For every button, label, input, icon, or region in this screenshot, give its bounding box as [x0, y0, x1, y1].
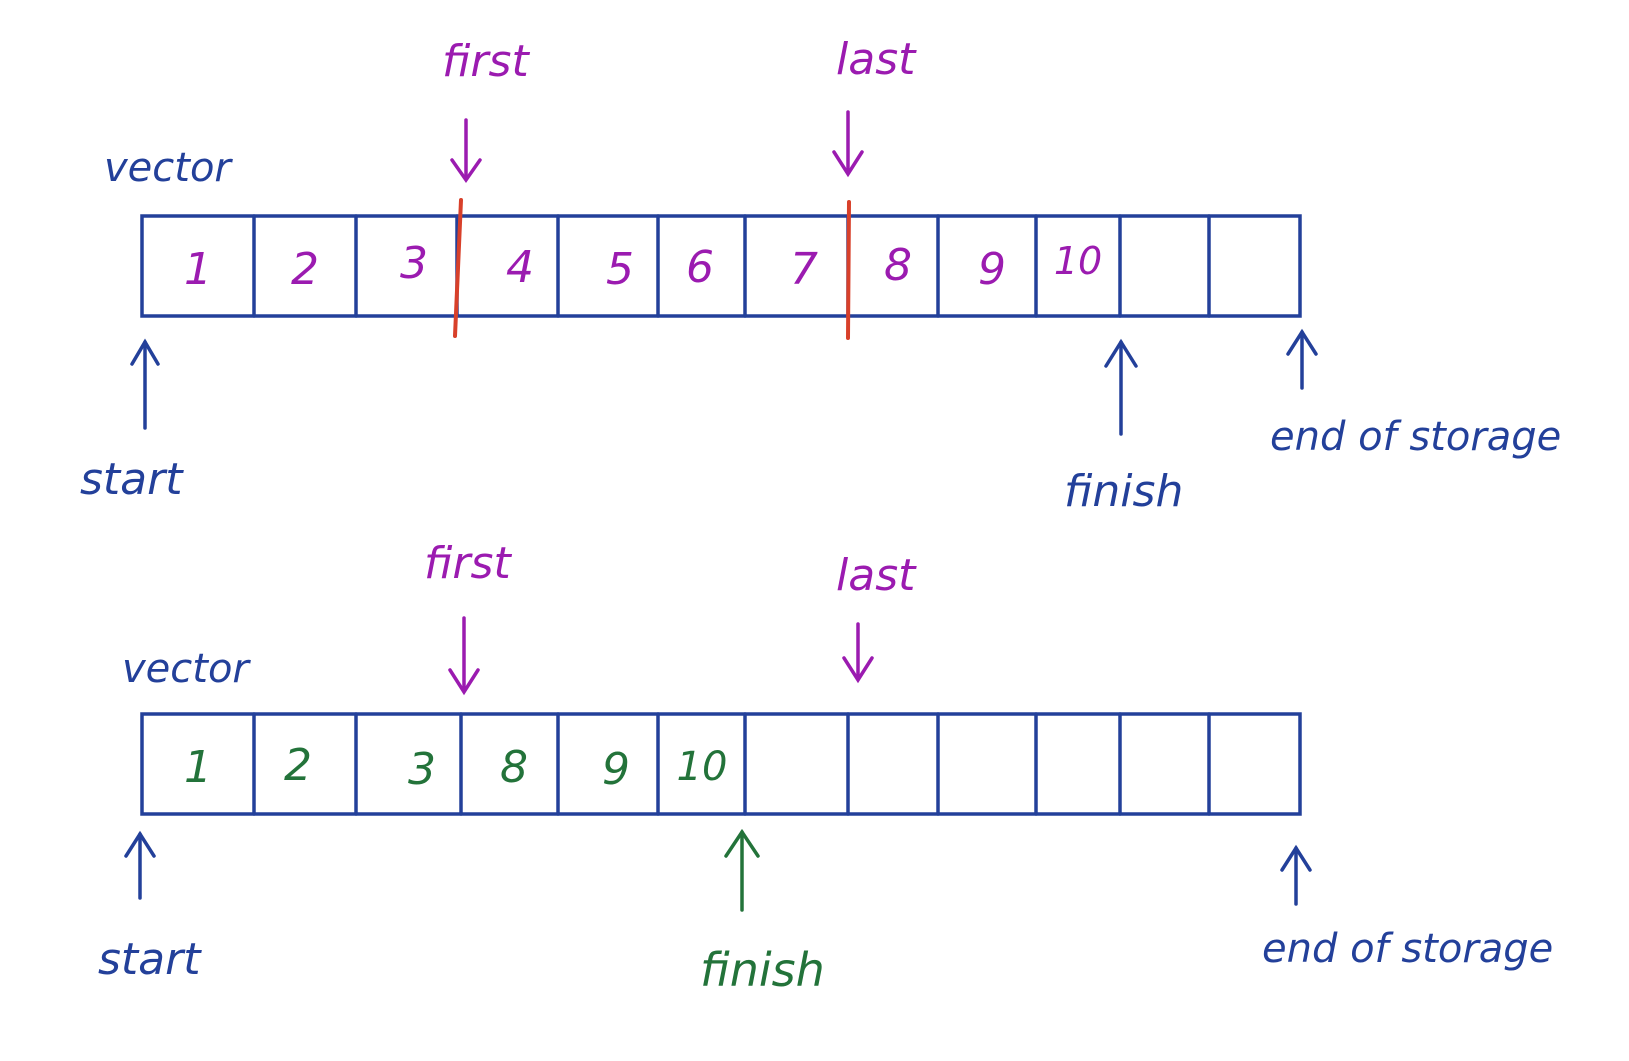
- vector-cells: 1 2 3 4 5 6 7 8 9 10: [140, 214, 1302, 318]
- cell-value: 3: [400, 238, 428, 289]
- cell-value: 10: [1054, 239, 1102, 283]
- cell-value: 1: [184, 244, 212, 295]
- first-arrow-icon: [448, 616, 480, 696]
- cell-value: 1: [184, 742, 212, 793]
- diagram-before: vector first last 1 2: [80, 34, 1561, 517]
- cell-value: 5: [606, 244, 634, 295]
- cell-value: 9: [602, 744, 630, 795]
- start-label: start: [80, 454, 184, 505]
- finish-label: finish: [700, 943, 825, 997]
- start-arrow-icon: [130, 338, 160, 430]
- cell-value: 9: [978, 244, 1006, 295]
- cell-value: 8: [884, 240, 912, 291]
- end-of-storage-arrow-icon: [1280, 844, 1312, 906]
- cell-value: 4: [506, 242, 534, 293]
- last-label: last: [836, 550, 917, 601]
- end-of-storage-label: end of storage: [1262, 926, 1553, 972]
- end-of-storage-label: end of storage: [1270, 414, 1561, 460]
- cell-value: 7: [790, 244, 818, 295]
- start-arrow-icon: [124, 830, 156, 900]
- finish-arrow-icon: [1104, 338, 1138, 436]
- first-arrow-icon: [450, 118, 482, 184]
- last-label: last: [836, 34, 917, 85]
- cell-value: 10: [677, 744, 728, 790]
- vector-cells: 1 2 3 8 9 10: [140, 712, 1302, 816]
- end-of-storage-arrow-icon: [1286, 328, 1318, 390]
- last-arrow-icon: [842, 622, 874, 684]
- finish-arrow-icon: [724, 828, 760, 912]
- finish-label: finish: [1064, 466, 1183, 517]
- cell-value: 2: [284, 740, 312, 791]
- cell-value: 8: [500, 742, 528, 793]
- cell-value: 3: [408, 744, 436, 795]
- vector-outline: [140, 214, 1302, 318]
- first-label: first: [424, 538, 512, 589]
- cell-value: 2: [291, 244, 319, 295]
- diagram-after: vector first last 1 2: [98, 538, 1553, 997]
- first-range-marker: [453, 198, 463, 338]
- first-label: first: [442, 36, 530, 87]
- last-range-marker: [846, 200, 851, 340]
- vector-label: vector: [104, 145, 233, 191]
- vector-label: vector: [122, 646, 251, 692]
- cell-value: 6: [686, 242, 714, 293]
- vector-outline: [140, 712, 1302, 816]
- start-label: start: [98, 934, 202, 985]
- last-arrow-icon: [832, 110, 864, 178]
